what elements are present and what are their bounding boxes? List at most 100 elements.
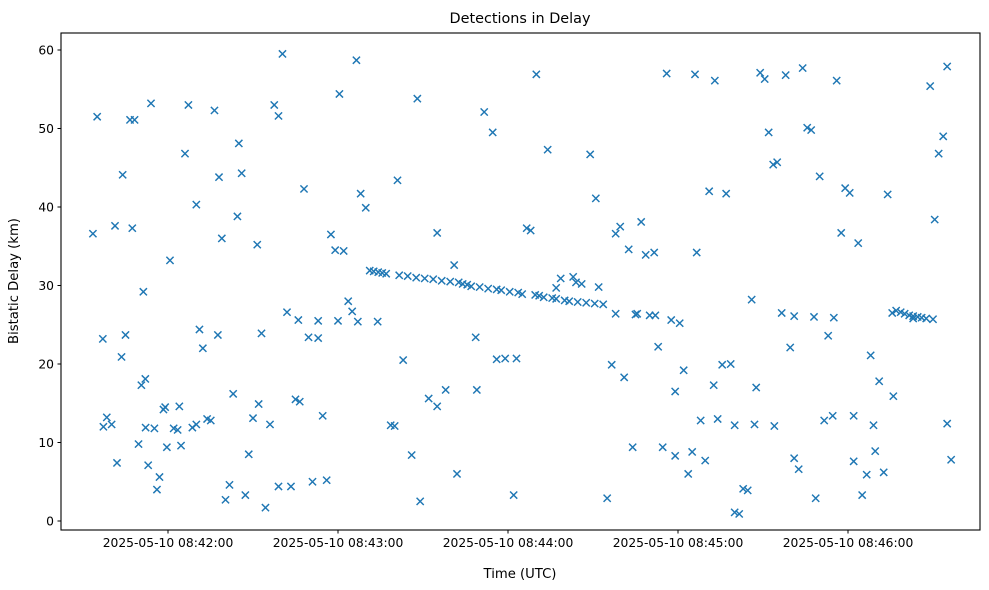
data-point: [393, 176, 402, 185]
data-point: [437, 276, 446, 285]
data-point: [909, 314, 918, 323]
y-tick-label: 30: [38, 279, 54, 293]
data-point: [824, 331, 833, 340]
data-point: [274, 111, 283, 121]
data-point: [556, 274, 565, 283]
data-point: [373, 317, 382, 326]
data-point: [512, 354, 521, 363]
data-point: [261, 503, 270, 512]
data-point: [928, 315, 938, 324]
data-point: [730, 508, 739, 517]
data-point: [710, 76, 719, 85]
data-point: [139, 287, 148, 296]
data-point: [244, 450, 253, 459]
data-point: [790, 312, 799, 321]
data-point: [620, 373, 629, 382]
y-tick-label: 50: [38, 122, 54, 136]
data-point: [331, 246, 340, 255]
data-point: [858, 490, 867, 500]
data-point: [616, 222, 625, 231]
data-point: [198, 344, 207, 353]
data-point: [318, 411, 327, 420]
data-point: [862, 470, 871, 479]
data-point: [274, 482, 283, 491]
data-point: [501, 354, 510, 363]
data-point: [582, 298, 591, 307]
data-point: [594, 282, 603, 292]
data-point: [532, 70, 541, 79]
data-point: [590, 299, 599, 308]
data-point: [794, 465, 803, 474]
data-point: [141, 423, 150, 432]
data-point: [671, 451, 680, 460]
data-point: [743, 486, 752, 495]
data-point: [395, 271, 404, 280]
data-point: [278, 49, 287, 59]
axes-spines: [60, 32, 981, 531]
data-point: [807, 125, 816, 135]
data-point: [692, 248, 701, 257]
data-point: [257, 329, 266, 338]
data-point: [809, 312, 819, 322]
data-point: [849, 457, 858, 466]
data-point: [134, 439, 143, 449]
x-tick-label: 2025-05-10 08:43:00: [273, 536, 404, 550]
data-point: [467, 282, 476, 291]
data-point: [892, 306, 901, 315]
data-point: [484, 284, 493, 293]
data-point: [671, 387, 680, 396]
data-point: [441, 385, 450, 395]
data-point: [221, 495, 230, 504]
data-point: [265, 420, 275, 429]
data-point: [875, 377, 884, 386]
data-point: [947, 455, 956, 464]
data-point: [241, 490, 250, 500]
data-point: [658, 443, 667, 452]
data-point: [446, 277, 455, 286]
data-point: [539, 293, 548, 302]
data-point: [650, 248, 659, 257]
data-point: [569, 272, 578, 281]
data-point: [353, 317, 362, 326]
y-tick-label: 40: [38, 200, 54, 214]
data-point: [526, 226, 535, 235]
data-point: [146, 99, 156, 108]
data-point: [535, 291, 544, 300]
axes-background: [61, 33, 980, 530]
data-point: [98, 334, 107, 343]
data-point: [573, 297, 582, 307]
data-point: [225, 480, 234, 490]
data-point: [173, 425, 182, 435]
data-point: [195, 325, 204, 334]
data-point: [429, 275, 438, 284]
data-point: [688, 447, 697, 457]
data-point: [155, 472, 164, 482]
data-point: [662, 69, 671, 78]
data-point: [254, 399, 263, 409]
data-point: [773, 158, 782, 167]
data-point: [326, 230, 336, 239]
data-point: [356, 189, 365, 198]
data-point: [253, 240, 262, 249]
data-point: [756, 68, 765, 77]
data-markers-layer: [88, 49, 956, 519]
data-point: [667, 315, 676, 325]
data-point: [399, 355, 408, 365]
data-point: [117, 352, 126, 362]
data-point: [637, 217, 646, 227]
data-point: [709, 381, 718, 390]
y-tick-label: 10: [38, 436, 54, 450]
data-point: [210, 106, 219, 115]
data-point: [335, 89, 344, 99]
data-point: [705, 187, 714, 196]
data-point: [433, 402, 442, 411]
data-point: [552, 294, 561, 303]
data-point: [866, 351, 875, 360]
data-point: [845, 188, 854, 197]
data-point: [291, 395, 300, 404]
data-point: [509, 490, 518, 500]
data-point: [713, 414, 722, 424]
data-point: [295, 397, 304, 406]
data-point: [214, 173, 224, 182]
data-point: [407, 450, 416, 460]
